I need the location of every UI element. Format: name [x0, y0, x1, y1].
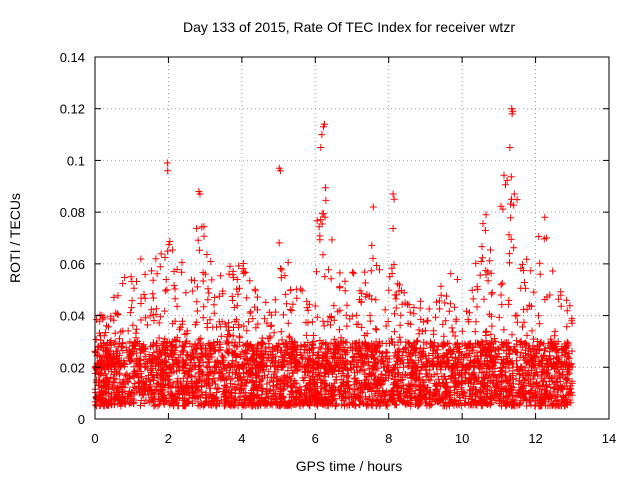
x-tick-label: 10 — [455, 431, 469, 446]
x-tick-labels: 0 2 4 6 8 10 12 14 — [91, 431, 616, 446]
x-tick-label: 0 — [91, 431, 98, 446]
y-tick-labels: 0 0.02 0.04 0.06 0.08 0.1 0.12 0.14 — [60, 50, 85, 427]
x-tick-label: 12 — [528, 431, 542, 446]
x-tick-label: 2 — [165, 431, 172, 446]
y-axis-label: ROTI / TECUs — [7, 193, 23, 283]
y-tick-label: 0.1 — [67, 153, 85, 168]
y-tick-label: 0.04 — [60, 309, 85, 324]
roti-series — [91, 105, 576, 410]
y-tick-label: 0.12 — [60, 102, 85, 117]
x-axis-label: GPS time / hours — [296, 458, 403, 474]
x-tick-label: 4 — [238, 431, 245, 446]
x-tick-label: 14 — [602, 431, 616, 446]
x-tick-label: 8 — [385, 431, 392, 446]
y-tick-label: 0.14 — [60, 50, 85, 65]
y-tick-label: 0 — [78, 412, 85, 427]
tick-marks — [94, 56, 610, 420]
y-tick-label: 0.02 — [60, 360, 85, 375]
y-tick-label: 0.08 — [60, 205, 85, 220]
data-points — [91, 105, 576, 410]
y-tick-label: 0.06 — [60, 257, 85, 272]
x-tick-label: 6 — [312, 431, 319, 446]
plot-frame — [94, 56, 610, 420]
chart-title: Day 133 of 2015, Rate Of TEC Index for r… — [183, 19, 515, 35]
